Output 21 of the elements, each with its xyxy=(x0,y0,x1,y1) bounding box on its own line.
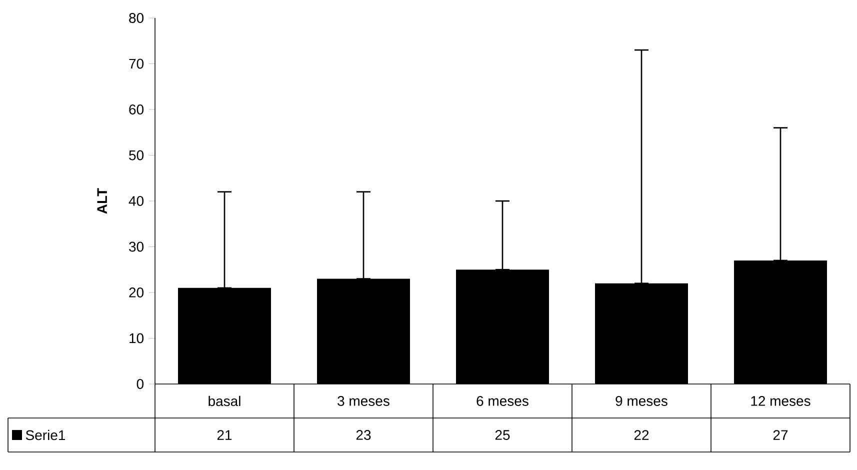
y-tick-label: 80 xyxy=(129,13,144,23)
y-tick-label: 20 xyxy=(129,288,144,298)
y-tick-label: 40 xyxy=(128,196,144,206)
y-tick-label: 30 xyxy=(129,242,144,252)
legend-label: Serie1 xyxy=(26,430,66,440)
x-tick-label: 12 meses xyxy=(751,396,810,406)
y-axis-title: ALT xyxy=(97,188,107,214)
x-tick-label: basal xyxy=(208,396,240,406)
y-tick-label: 50 xyxy=(129,150,144,160)
data-label: 25 xyxy=(495,430,510,440)
data-label: 23 xyxy=(356,430,371,440)
y-tick-label: 60 xyxy=(129,104,144,114)
y-tick-label: 70 xyxy=(129,58,144,69)
data-label: 22 xyxy=(634,430,649,440)
x-tick-label: 6 meses xyxy=(476,396,528,406)
x-tick-label: 9 meses xyxy=(616,396,668,406)
x-tick-label: 3 meses xyxy=(338,396,390,406)
y-tick-label: 10 xyxy=(130,333,144,344)
data-label: 27 xyxy=(773,430,788,440)
y-tick-label: 0 xyxy=(136,379,144,389)
data-label: 21 xyxy=(217,430,232,440)
